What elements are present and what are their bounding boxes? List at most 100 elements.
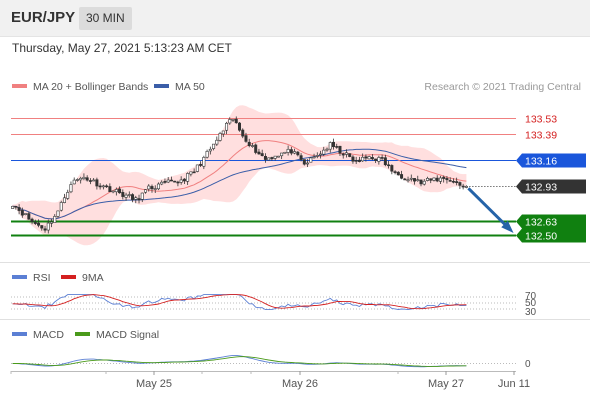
candle-body (338, 145, 342, 154)
rsi-tick-50: 50 (525, 298, 537, 309)
candle-body (344, 152, 348, 155)
candle-body (244, 135, 248, 142)
candle-body (50, 221, 54, 224)
forecast-arrow-head (501, 220, 514, 233)
timeframe-button[interactable]: 30 MIN (79, 7, 132, 30)
candle-body (131, 194, 135, 200)
candle-body (108, 186, 112, 193)
forecast-arrow-line (467, 187, 512, 231)
candle-body (114, 189, 118, 193)
candle-body (361, 156, 365, 162)
macd-legend: MACD MACD Signal (12, 329, 159, 341)
candle-body (296, 151, 300, 156)
candle-body (325, 148, 329, 151)
candle-body (331, 141, 335, 148)
candle-body (306, 162, 310, 165)
price-legend: MA 20 + Bollinger Bands MA 50 Research ©… (12, 81, 581, 93)
candle-body (189, 171, 193, 175)
candle-body (140, 192, 144, 200)
candle-body (247, 141, 251, 147)
level-label-132.50: 132.50 (525, 231, 557, 243)
candle-body (283, 151, 287, 154)
candle-body (150, 186, 154, 190)
candle-body (20, 210, 24, 216)
candle-body (341, 153, 345, 156)
candle-body (33, 221, 37, 224)
candle-body (289, 149, 293, 154)
candle-body (182, 178, 186, 182)
candle-body (225, 122, 229, 131)
price-levels (11, 118, 516, 237)
symbol-title: EUR/JPY (11, 9, 76, 26)
candle-body (14, 205, 18, 208)
candle-body (69, 184, 73, 193)
candle-body (286, 148, 290, 153)
candle-body (238, 122, 242, 131)
x-tick-label: May 25 (136, 378, 172, 390)
candle-body (212, 143, 216, 149)
candle-body (24, 213, 28, 215)
candle-body (85, 177, 89, 181)
candle-body (455, 181, 459, 184)
research-credit: Research © 2021 Trading Central (424, 81, 581, 93)
candle-body (315, 155, 319, 157)
candle-body (403, 178, 407, 181)
candle-body (377, 157, 381, 162)
candle-body (11, 205, 15, 209)
candle-body (40, 225, 44, 229)
candle-body (445, 178, 449, 181)
candle-body (92, 179, 96, 182)
candle-body (299, 155, 303, 160)
candle-body (270, 157, 274, 160)
candle-body (111, 190, 115, 193)
level-label-132.63: 132.63 (525, 217, 557, 229)
candle-body (27, 213, 31, 220)
candle-body (309, 157, 313, 163)
candle-body (419, 179, 423, 185)
candle-body (179, 179, 183, 183)
candle-body (82, 176, 86, 179)
candle-body (101, 185, 105, 188)
candle-body (422, 180, 426, 185)
candle-body (442, 176, 446, 179)
rsi-tick-30: 30 (525, 307, 537, 318)
candle-body (30, 218, 34, 222)
candle-body (37, 222, 41, 226)
candle-body (75, 179, 79, 181)
candle-body (276, 155, 280, 158)
candle-body (98, 185, 102, 188)
candle-body (438, 177, 442, 182)
level-label-133.53: 133.53 (525, 114, 557, 126)
bollinger-band (12, 105, 467, 246)
candle-body (205, 151, 209, 158)
candle-body (221, 130, 225, 135)
level-badge-133.16 (516, 153, 586, 168)
candle-body (228, 119, 232, 124)
candle-body (364, 156, 368, 159)
candle-body (387, 164, 391, 167)
candle-body (241, 129, 245, 137)
level-badge-132.63 (516, 214, 586, 229)
candle-body (95, 179, 99, 187)
candle-body (464, 185, 468, 188)
candle-body (53, 216, 57, 223)
candle-body (202, 157, 206, 167)
macd-tick-0: 0 (525, 359, 531, 370)
rsi-legend-label: RSI (33, 272, 51, 284)
candle-body (328, 142, 332, 150)
macd-signal-line (12, 356, 467, 367)
candle-body (348, 153, 352, 157)
rsi-legend-swatch (12, 275, 27, 279)
candle-body (186, 173, 190, 182)
macd-legend-label: MACD (33, 329, 64, 341)
ma20-legend-swatch (12, 84, 27, 88)
moving-averages (12, 140, 467, 220)
macd-panel (11, 354, 516, 368)
candle-body (160, 181, 164, 185)
candle-body (195, 164, 199, 172)
candle-body (118, 188, 122, 194)
candle-body (396, 171, 400, 176)
rsi-ma-legend-label: 9MA (82, 272, 104, 284)
candle-body (335, 146, 339, 148)
